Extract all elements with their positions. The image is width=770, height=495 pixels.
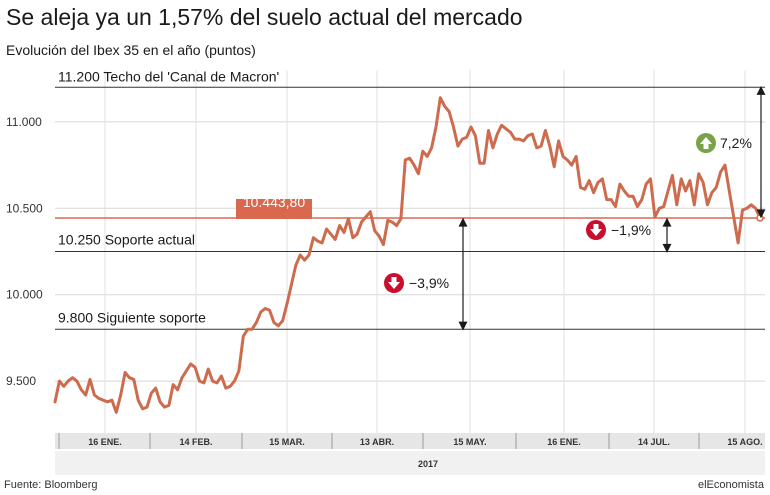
chart-title: Se aleja ya un 1,57% del suelo actual de… [6, 4, 523, 30]
arrow-down-glyph-icon [590, 224, 602, 236]
chart-subtitle: Evolución del Ibex 35 en el año (puntos) [6, 42, 256, 58]
y-tick-label: 11.000 [6, 115, 42, 129]
current-value-box [236, 199, 312, 220]
ibex-series-line [53, 96, 762, 414]
x-tick-label: 14 JUL. [638, 437, 670, 447]
y-tick-label: 10.000 [6, 288, 43, 302]
year-band [55, 451, 765, 475]
pct-up-label: 7,2% [720, 135, 752, 151]
x-tick-label: 15 MAY. [453, 437, 486, 447]
source-note: Fuente: Bloomberg [4, 479, 98, 491]
techo-label: 11.200 Techo del 'Canal de Macron' [58, 68, 279, 84]
arrow-head-up-icon [756, 85, 766, 95]
x-tick-label: 16 ENE. [547, 437, 581, 447]
x-tick-label: 15 MAR. [269, 437, 305, 447]
brand-logo: elEconomista [697, 479, 764, 491]
pct-down-big-label: −3,9% [409, 275, 449, 291]
x-tick-label: 14 FEB. [179, 437, 212, 447]
x-axis-band [55, 433, 765, 449]
x-axis: 16 ENE. 14 FEB. 15 MAR. 13 ABR. 15 MAY. 16 EN… [55, 433, 765, 475]
arrow-down-glyph-icon [388, 277, 400, 289]
distance-arrows [458, 85, 766, 331]
arrow-head-up-icon [662, 217, 672, 227]
siguiente-soporte-label: 9.800 Siguiente soporte [58, 309, 206, 325]
arrow-up-glyph-icon [700, 137, 712, 149]
pct-down-small-label: −1,9% [611, 222, 651, 238]
x-tick-label: 16 ENE. [88, 437, 122, 447]
year-label: 2017 [418, 459, 438, 469]
y-axis: 9.500 10.000 10.500 11.000 [6, 115, 43, 388]
y-tick-label: 10.500 [6, 201, 43, 215]
down-badge-small [586, 220, 606, 240]
down-badge-big [384, 273, 404, 293]
arrow-head-down-icon [756, 209, 766, 219]
arrow-head-up-icon [458, 217, 468, 227]
x-tick-label: 15 AGO. [727, 437, 762, 447]
arrow-head-down-icon [662, 243, 672, 253]
arrow-head-down-icon [458, 321, 468, 331]
y-tick-label: 9.500 [6, 374, 36, 388]
current-value-label: 10.443,80 [243, 194, 305, 210]
soporte-label: 10.250 Soporte actual [58, 232, 195, 248]
x-tick-label: 13 ABR. [360, 437, 394, 447]
up-badge [696, 133, 716, 153]
